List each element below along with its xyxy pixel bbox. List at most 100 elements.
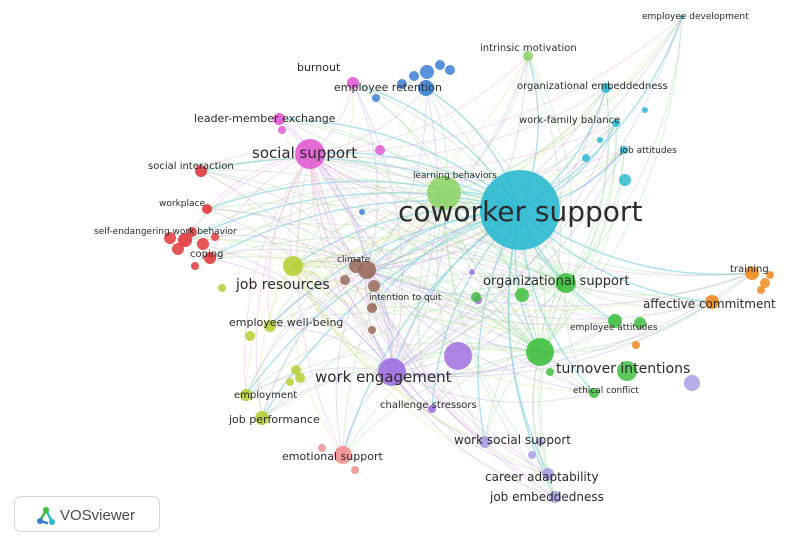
link-job-resources-leader-member-exchange <box>278 118 301 267</box>
node-employee-well-being[interactable] <box>264 320 276 332</box>
minor-node-orange-38 <box>760 278 770 288</box>
link-learning-behaviors-social-interaction <box>200 158 445 194</box>
node-organizational-support[interactable] <box>556 273 576 293</box>
link-social-support-intention-to-quit <box>309 153 373 309</box>
node-employee-retention[interactable] <box>418 80 434 96</box>
minor-node-purple-26 <box>444 342 472 370</box>
minor-node-orange-39 <box>766 271 774 279</box>
link-work-engagement-job-embeddedness <box>391 371 556 498</box>
link-turnover-intentions-social-support <box>309 153 541 353</box>
link-turnover-intentions-job-embeddedness <box>532 351 556 498</box>
link-social-support-intrinsic-motivation <box>309 55 529 155</box>
node-challenge-stressors[interactable] <box>428 405 436 413</box>
minor-node-pink-45 <box>278 126 286 134</box>
node-self-endangering-work-behavior[interactable] <box>178 233 192 247</box>
node-affective-commitment[interactable] <box>705 295 719 309</box>
node-intention-to-quit[interactable] <box>367 303 377 313</box>
link-organizational-support-social-interaction <box>200 169 567 284</box>
vosviewer-logo-icon <box>37 507 55 525</box>
link-job-resources-self-endangering-work-behavior <box>184 238 294 267</box>
link-social-support-job-attitudes <box>309 149 625 181</box>
link-social-support-affective-commitment <box>309 153 713 303</box>
minor-node-orange-40 <box>757 286 765 294</box>
link-learning-behaviors-coping <box>209 191 445 259</box>
link-work-engagement-self-endangering-work-behavior <box>184 239 393 373</box>
node-work-social-support[interactable] <box>479 436 491 448</box>
node-job-performance[interactable] <box>255 411 269 425</box>
node-social-support[interactable] <box>295 139 325 169</box>
link-work-engagement-coping <box>209 257 393 373</box>
link-social-support-work-family-balance <box>309 122 617 169</box>
node-organizational-embeddedness[interactable] <box>601 83 611 93</box>
link-job-resources-job-embeddedness <box>292 265 556 498</box>
link-learning-behaviors-employment <box>245 192 445 396</box>
link-turnover-intentions-intention-to-quit <box>371 306 541 353</box>
link-learning-behaviors-turnover-intentions <box>443 192 541 353</box>
link-work-engagement-job-performance <box>261 371 393 419</box>
minor-node-layer <box>164 60 774 474</box>
link-organizational-support-training <box>565 272 753 296</box>
link-job-resources-career-adaptability <box>292 265 549 475</box>
minor-node-pink-44 <box>375 145 385 155</box>
node-job-resources[interactable] <box>283 256 303 276</box>
link-climate-job-embeddedness <box>366 269 556 498</box>
node-intrinsic-motivation[interactable] <box>523 51 533 61</box>
link-learning-behaviors-employee-development <box>443 16 683 194</box>
link-job-resources-affective-commitment <box>292 265 713 325</box>
link-organizational-support-job-resources <box>292 248 567 284</box>
link-climate-social-support <box>309 153 368 271</box>
node-emotional-support[interactable] <box>334 446 352 464</box>
minor-node-blue-0 <box>397 79 407 89</box>
link-job-resources-coping <box>209 253 294 267</box>
link-job-resources-learning-behaviors <box>292 192 445 267</box>
minor-node-green-36 <box>546 368 554 376</box>
link-climate-intrinsic-motivation <box>366 55 529 271</box>
link-turnover-intentions-coping <box>209 256 541 353</box>
node-job-attitudes[interactable] <box>620 146 628 154</box>
node-social-interaction[interactable] <box>195 165 207 177</box>
node-burnout[interactable] <box>347 77 359 89</box>
link-learning-behaviors-ethical-conflict <box>443 192 595 394</box>
minor-node-red-11 <box>164 232 176 244</box>
minor-node-yellow_green-25 <box>218 284 226 292</box>
node-learning-behaviors[interactable] <box>427 176 461 210</box>
node-coping[interactable] <box>204 252 216 264</box>
node-work-family-balance[interactable] <box>612 119 620 127</box>
link-climate-affective-commitment <box>366 269 713 320</box>
link-organizational-support-burnout <box>352 82 567 284</box>
link-turnover-intentions-burnout <box>352 82 541 353</box>
link-learning-behaviors-workplace <box>206 178 445 210</box>
node-career-adaptability[interactable] <box>542 468 554 480</box>
node-job-embeddedness[interactable] <box>549 491 561 503</box>
node-work-engagement[interactable] <box>378 358 406 386</box>
link-climate-job-performance <box>261 269 368 419</box>
link-social-support-self-endangering-work-behavior <box>184 153 311 241</box>
node-training[interactable] <box>745 266 759 280</box>
link-turnover-intentions-employee-development <box>539 16 683 353</box>
link-organizational-support-work-engagement <box>391 282 567 373</box>
node-turnover-intentions[interactable] <box>526 338 554 366</box>
node-climate[interactable] <box>358 261 376 279</box>
link-coworker-support-coping <box>209 200 521 259</box>
link-learning-behaviors-emotional-support <box>342 192 445 456</box>
link-work-engagement-burnout <box>352 82 403 373</box>
link-organizational-support-challenge-stressors <box>431 282 567 410</box>
node-workplace[interactable] <box>202 204 212 214</box>
node-employee-development[interactable] <box>680 15 684 19</box>
link-work-engagement-affective-commitment <box>391 301 713 377</box>
link-job-resources-work-engagement <box>292 265 393 373</box>
minor-node-yellow_green-22 <box>291 365 301 375</box>
minor-node-yellow_green-24 <box>245 331 255 341</box>
minor-node-green-33 <box>515 288 529 302</box>
minor-node-orange-41 <box>632 341 640 349</box>
minor-node-brown-19 <box>340 275 350 285</box>
node-employee-attitudes[interactable] <box>608 314 622 328</box>
node-coworker-support[interactable] <box>480 170 560 250</box>
link-social-support-employee-well-being <box>267 153 311 327</box>
link-climate-coping <box>209 248 368 271</box>
node-ethical-conflict[interactable] <box>589 388 599 398</box>
link-learning-behaviors-employee-attitudes <box>443 192 616 322</box>
node-employment[interactable] <box>240 389 252 401</box>
node-leader-member-exchange[interactable] <box>273 113 285 125</box>
